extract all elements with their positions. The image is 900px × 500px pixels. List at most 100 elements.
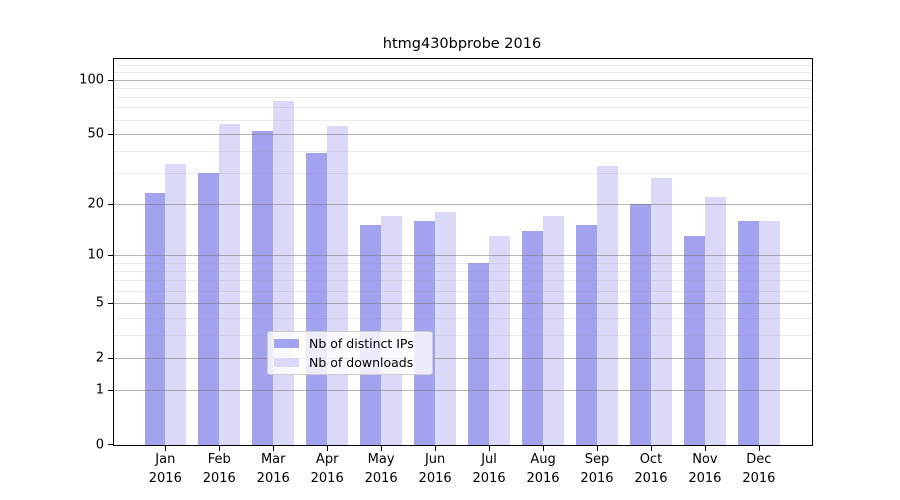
bar-downloads-sep bbox=[596, 165, 618, 445]
bar-downloads-aug bbox=[543, 216, 564, 445]
gridline-major bbox=[114, 79, 812, 81]
x-tick-label-month: Oct bbox=[639, 452, 663, 467]
x-tick-label-year: 2016 bbox=[418, 470, 452, 486]
y-tick-label: 100 bbox=[79, 72, 104, 88]
x-tick-label: Sep 2016 bbox=[565, 451, 629, 489]
bar-distinct-ips-aug bbox=[522, 230, 544, 445]
x-tick-mark bbox=[596, 446, 599, 451]
gridline-minor bbox=[114, 335, 812, 337]
legend-row-downloads: Nb of downloads bbox=[274, 355, 426, 370]
x-tick-label: Dec 2016 bbox=[727, 451, 791, 489]
x-tick-label: Jul 2016 bbox=[457, 451, 521, 489]
x-tick-mark bbox=[704, 446, 707, 451]
x-tick-mark bbox=[650, 446, 653, 451]
gridline-major bbox=[114, 255, 812, 257]
x-tick-label-year: 2016 bbox=[688, 470, 722, 486]
x-tick-label-year: 2016 bbox=[472, 470, 506, 486]
bar-downloads-jun bbox=[435, 211, 456, 445]
legend-swatch-distinct-ips bbox=[274, 339, 299, 348]
bar-downloads-nov bbox=[704, 196, 726, 445]
y-tick-mark bbox=[108, 255, 113, 257]
y-tick-mark bbox=[108, 358, 113, 360]
x-tick-label-month: Jun bbox=[424, 452, 446, 467]
x-tick-label: Jun 2016 bbox=[403, 451, 467, 489]
x-tick-label-year: 2016 bbox=[148, 470, 182, 486]
x-tick-label-month: Aug bbox=[530, 452, 556, 467]
y-tick-label: 5 bbox=[95, 295, 104, 311]
x-tick-label: Oct 2016 bbox=[619, 451, 683, 489]
x-tick-label-month: Mar bbox=[260, 452, 286, 467]
x-tick-label-year: 2016 bbox=[256, 470, 290, 486]
y-tick-mark bbox=[108, 79, 113, 81]
x-tick-label: Nov 2016 bbox=[673, 451, 737, 489]
bar-distinct-ips-feb bbox=[198, 173, 220, 445]
gridline-major bbox=[114, 303, 812, 305]
y-tick-mark bbox=[108, 133, 113, 135]
x-tick-label-month: Jan bbox=[155, 452, 176, 467]
legend-swatch-downloads bbox=[274, 358, 299, 367]
legend-label-distinct-ips: Nb of distinct IPs bbox=[309, 336, 414, 351]
x-tick-label: Feb 2016 bbox=[187, 451, 251, 489]
x-tick-mark bbox=[165, 446, 167, 451]
bar-distinct-ips-dec bbox=[738, 220, 759, 445]
y-tick-label: 10 bbox=[87, 247, 104, 263]
bar-distinct-ips-jan bbox=[144, 193, 166, 445]
y-tick-label: 1 bbox=[95, 382, 104, 398]
x-tick-mark bbox=[219, 446, 221, 451]
x-tick-label-month: Feb bbox=[207, 452, 231, 467]
bar-distinct-ips-jul bbox=[468, 262, 490, 445]
x-tick-label-year: 2016 bbox=[310, 470, 344, 486]
gridline-minor bbox=[114, 72, 812, 74]
gridline-minor bbox=[114, 65, 812, 67]
x-tick-label-year: 2016 bbox=[526, 470, 560, 486]
bar-distinct-ips-apr bbox=[306, 152, 328, 445]
gridline-major bbox=[114, 358, 812, 360]
legend: Nb of distinct IPs Nb of downloads bbox=[267, 331, 433, 375]
x-tick-label-month: Nov bbox=[692, 452, 718, 467]
bar-downloads-jan bbox=[165, 163, 187, 445]
gridline-minor bbox=[114, 107, 812, 109]
x-tick-label-year: 2016 bbox=[742, 470, 776, 486]
bar-downloads-dec bbox=[758, 220, 780, 445]
gridline-minor bbox=[114, 150, 812, 152]
bar-downloads-jul bbox=[489, 236, 510, 445]
y-tick-mark bbox=[108, 390, 113, 392]
y-tick-label: 20 bbox=[87, 196, 104, 212]
bar-distinct-ips-sep bbox=[576, 225, 597, 445]
y-tick-label: 2 bbox=[95, 350, 104, 366]
gridline-minor bbox=[114, 97, 812, 99]
x-tick-label: Jan 2016 bbox=[133, 451, 197, 489]
bar-distinct-ips-oct bbox=[630, 203, 651, 445]
bar-distinct-ips-mar bbox=[252, 130, 274, 445]
gridline-major bbox=[114, 203, 812, 205]
x-tick-mark bbox=[543, 446, 545, 451]
x-tick-label: Mar 2016 bbox=[241, 451, 305, 489]
y-tick-mark bbox=[108, 203, 113, 206]
x-tick-label-year: 2016 bbox=[202, 470, 236, 486]
bar-distinct-ips-nov bbox=[684, 236, 705, 445]
x-tick-mark bbox=[327, 446, 329, 451]
bar-downloads-oct bbox=[650, 178, 672, 445]
x-tick-label-year: 2016 bbox=[634, 470, 668, 486]
x-tick-mark bbox=[489, 446, 491, 451]
x-tick-mark bbox=[273, 446, 275, 451]
gridline-minor bbox=[114, 173, 812, 175]
x-tick-mark bbox=[758, 446, 761, 451]
gridline-minor bbox=[114, 271, 812, 273]
x-tick-label-year: 2016 bbox=[364, 470, 398, 486]
x-tick-label: May 2016 bbox=[349, 451, 413, 489]
x-tick-label-year: 2016 bbox=[580, 470, 614, 486]
x-tick-label: Apr 2016 bbox=[295, 451, 359, 489]
bar-downloads-mar bbox=[273, 101, 295, 445]
x-tick-mark bbox=[435, 446, 437, 451]
x-tick-mark bbox=[381, 446, 383, 451]
gridline-minor bbox=[114, 119, 812, 121]
x-tick-label-month: Apr bbox=[315, 452, 339, 467]
x-tick-label-month: Jul bbox=[481, 452, 497, 467]
gridline-minor bbox=[114, 87, 812, 89]
legend-label-downloads: Nb of downloads bbox=[309, 355, 414, 370]
gridline-minor bbox=[114, 317, 812, 319]
y-tick-mark bbox=[108, 444, 113, 446]
y-tick-label: 50 bbox=[87, 126, 104, 142]
